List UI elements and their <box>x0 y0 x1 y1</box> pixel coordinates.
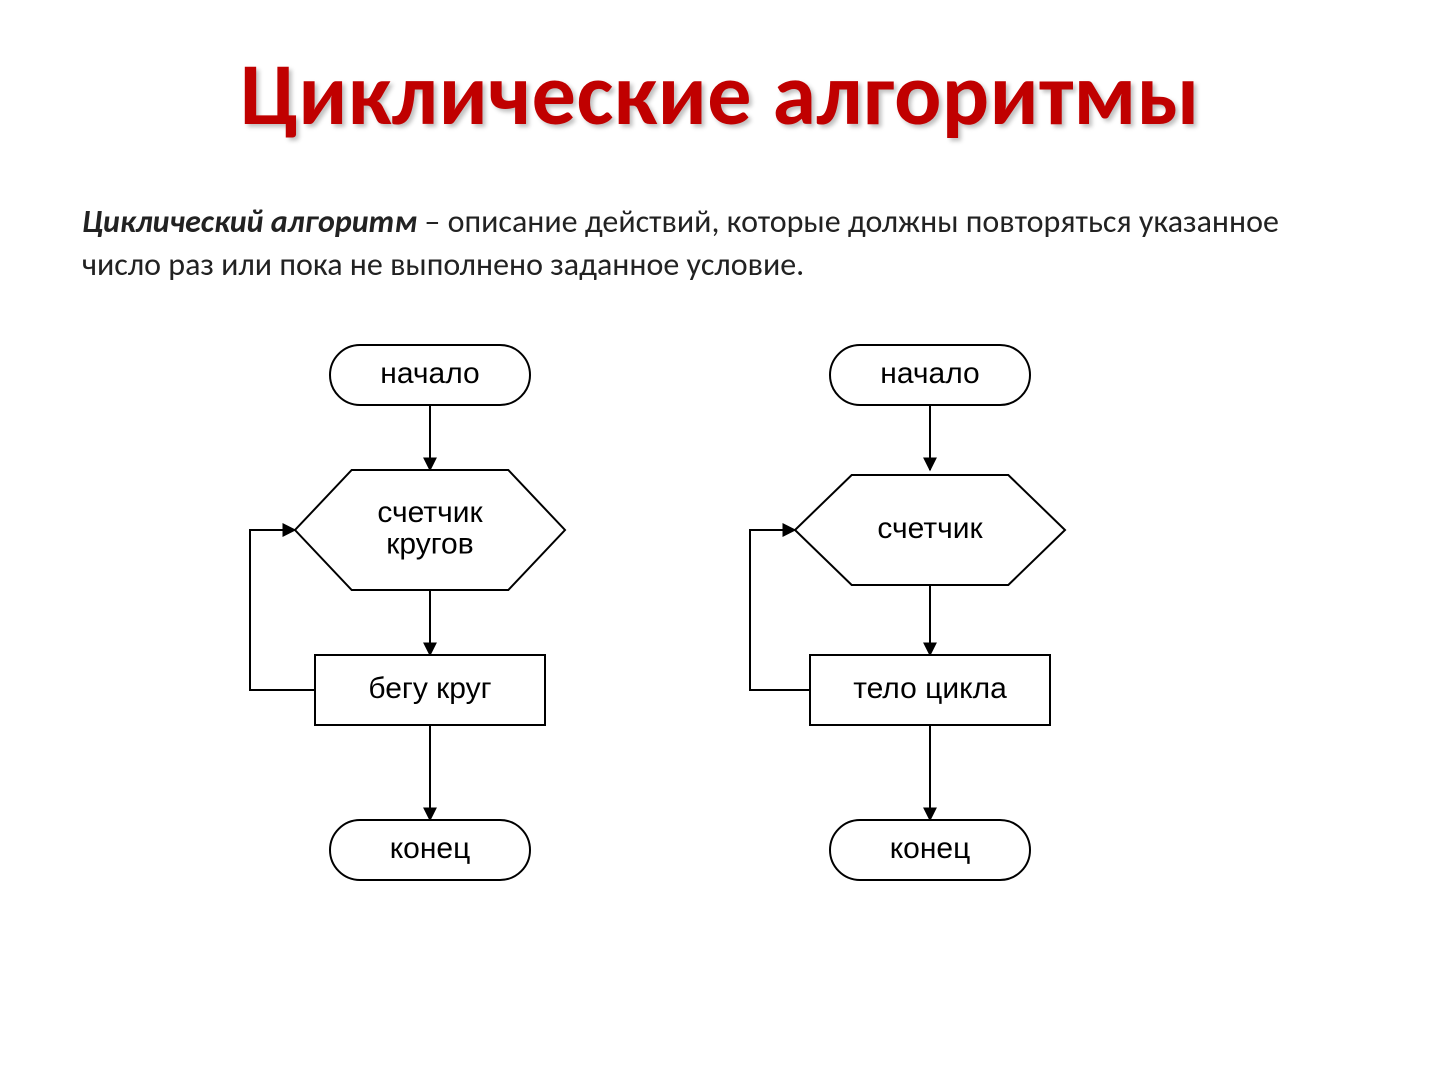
definition-text: Циклический алгоритм – описание действий… <box>82 200 1358 286</box>
svg-text:бегу круг: бегу круг <box>368 672 491 705</box>
slide: Циклические алгоритмы Циклический алгори… <box>0 0 1440 1080</box>
flowchart-svg: началосчетчиккруговбегу кругконецначалос… <box>0 330 1440 1010</box>
svg-text:тело цикла: тело цикла <box>853 672 1007 705</box>
svg-text:счетчик: счетчик <box>377 496 483 529</box>
slide-title: Циклические алгоритмы <box>0 40 1440 148</box>
definition-term: Циклический алгоритм <box>82 202 417 241</box>
svg-text:конец: конец <box>390 832 471 865</box>
flowchart-area: началосчетчиккруговбегу кругконецначалос… <box>0 330 1440 1010</box>
svg-text:кругов: кругов <box>386 528 473 561</box>
svg-text:счетчик: счетчик <box>877 512 983 545</box>
svg-text:конец: конец <box>890 832 971 865</box>
svg-text:начало: начало <box>380 357 479 390</box>
svg-text:начало: начало <box>880 357 979 390</box>
